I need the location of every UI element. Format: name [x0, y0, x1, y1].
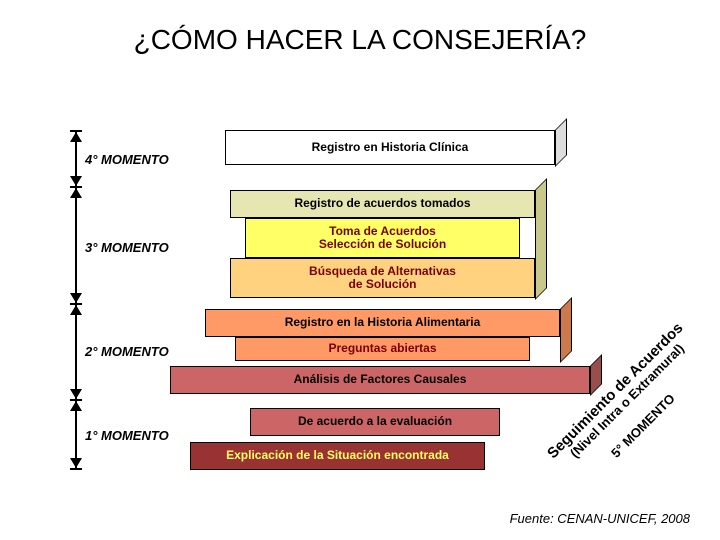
moment-2-label: 2° MOMENTO: [85, 344, 169, 359]
footer-source: Fuente: CENAN-UNICEF, 2008: [510, 511, 690, 526]
arrow-down-icon: [70, 293, 82, 303]
step-text: Registro en Historia Clínica: [312, 141, 469, 154]
moment-4-label: 4° MOMENTO: [85, 152, 169, 167]
3d-side: [560, 297, 572, 363]
arrow-down-icon: [70, 389, 82, 399]
3d-side: [535, 178, 547, 300]
arrow-up-icon: [70, 401, 82, 411]
step-box: Registro de acuerdos tomados: [230, 190, 535, 218]
step-box: Registro en la Historia Alimentaria: [205, 309, 560, 337]
3d-side: [555, 118, 567, 167]
arrow-up-icon: [70, 188, 82, 198]
step-box: Registro en Historia Clínica: [225, 130, 555, 165]
3d-side: [590, 354, 602, 396]
step-text: Preguntas abiertas: [328, 342, 436, 355]
step-text: Registro de acuerdos tomados: [294, 197, 470, 210]
step-text: Explicación de la Situación encontrada: [226, 449, 449, 462]
moment-3-label: 3° MOMENTO: [85, 240, 169, 255]
step-text: de Solución: [348, 278, 416, 291]
tick: [70, 468, 82, 470]
step-text: Análisis de Factores Causales: [294, 373, 467, 386]
step-box: De acuerdo a la evaluación: [250, 408, 500, 436]
step-box: Explicación de la Situación encontrada: [190, 442, 485, 470]
page-title: ¿CÓMO HACER LA CONSEJERÍA?: [0, 24, 720, 56]
step-box: Análisis de Factores Causales: [170, 366, 590, 394]
arrow-down-icon: [70, 458, 82, 468]
step-text: Selección de Solución: [319, 238, 446, 251]
step-box: Preguntas abiertas: [235, 337, 530, 361]
step-box: Búsqueda de Alternativasde Solución: [230, 258, 535, 298]
step-box: Toma de AcuerdosSelección de Solución: [245, 218, 520, 258]
arrow-down-icon: [70, 176, 82, 186]
diagram-area: 4° MOMENTO 3° MOMENTO 2° MOMENTO 1° MOME…: [75, 130, 585, 470]
arrow-up-icon: [70, 305, 82, 315]
step-text: Registro en la Historia Alimentaria: [285, 316, 481, 329]
arrow-up-icon: [70, 132, 82, 142]
moment-1-label: 1° MOMENTO: [85, 428, 169, 443]
step-text: De acuerdo a la evaluación: [298, 415, 452, 428]
